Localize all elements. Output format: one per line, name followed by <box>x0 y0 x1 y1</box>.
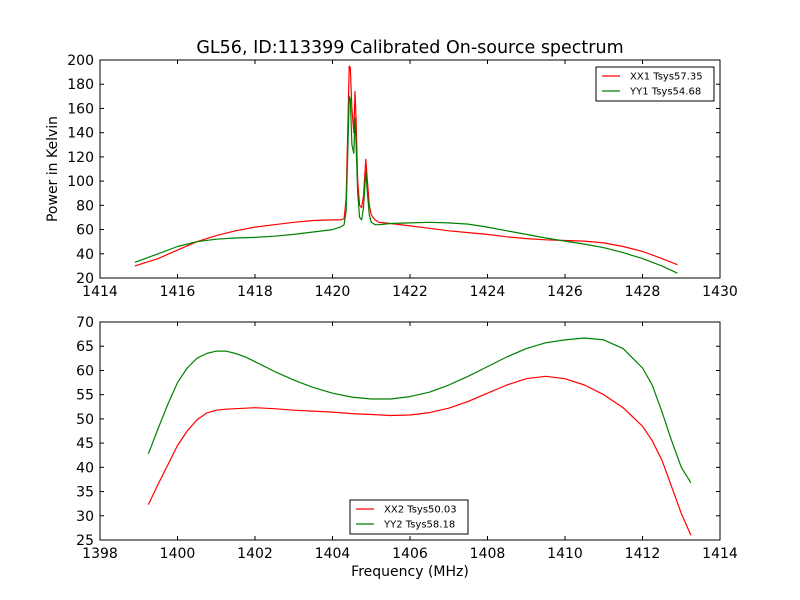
series-line-1 <box>134 65 678 267</box>
x-tick-label: 1430 <box>702 284 738 300</box>
x-tick-label: 1416 <box>160 284 196 300</box>
legend: XX1 Tsys57.35 YY1 Tsys54.68 <box>595 66 715 102</box>
legend-label: XX1 Tsys57.35 <box>630 72 703 83</box>
legend-box <box>349 499 469 535</box>
figure-title: GL56, ID:113399 Calibrated On-source spe… <box>196 38 623 58</box>
y-tick-label: 120 <box>67 150 94 166</box>
y-tick-label: 30 <box>76 509 94 525</box>
x-tick-label: 1404 <box>315 546 351 562</box>
x-tick-label: 1426 <box>547 284 583 300</box>
legend-label: XX2 Tsys50.03 <box>384 505 457 516</box>
y-tick-label: 80 <box>76 198 94 214</box>
y-tick-label: 60 <box>76 363 94 379</box>
y-tick-label: 25 <box>76 533 94 549</box>
legend: XX2 Tsys50.03 YY2 Tsys58.18 <box>349 499 469 535</box>
legend-label: YY2 Tsys58.18 <box>383 520 455 531</box>
series-line-2 <box>147 337 692 484</box>
x-tick-label: 1428 <box>625 284 661 300</box>
series-line-2 <box>134 95 678 274</box>
x-tick-label: 1400 <box>160 546 196 562</box>
top-axes: 1414 1416 1418 1420 1422 1424 1426 1428 1430 20 40… <box>45 53 738 300</box>
y-tick-label: 40 <box>76 460 94 476</box>
y-tick-label: 100 <box>67 174 94 190</box>
y-tick-label: 60 <box>76 223 94 239</box>
series-line-1 <box>147 375 692 536</box>
y-tick-label: 180 <box>67 77 94 93</box>
x-tick-label: 1412 <box>625 546 661 562</box>
bottom-axes: 1398 1400 1402 1404 1406 1408 1410 1412 1414 25 30… <box>76 315 738 580</box>
x-tick-label: 1420 <box>315 284 351 300</box>
y-tick-label: 45 <box>76 436 94 452</box>
x-tick-label: 1406 <box>392 546 428 562</box>
x-tick-label: 1424 <box>470 284 506 300</box>
y-tick-label: 50 <box>76 412 94 428</box>
x-tick-label: 1422 <box>392 284 428 300</box>
x-tick-label: 1414 <box>82 284 118 300</box>
y-tick-label: 35 <box>76 485 94 501</box>
y-tick-label: 70 <box>76 315 94 331</box>
x-tick-label: 1408 <box>470 546 506 562</box>
y-tick-label: 140 <box>67 126 94 142</box>
y-tick-label: 160 <box>67 101 94 117</box>
x-axis-label: Frequency (MHz) <box>351 564 469 580</box>
x-tick-label: 1418 <box>237 284 273 300</box>
y-tick-label: 65 <box>76 339 94 355</box>
legend-box <box>595 66 715 102</box>
y-tick-label: 20 <box>76 271 94 287</box>
x-tick-label: 1414 <box>702 546 738 562</box>
y-tick-label: 200 <box>67 53 94 69</box>
x-tick-label: 1410 <box>547 546 583 562</box>
y-axis-label: Power in Kelvin <box>45 116 61 222</box>
legend-label: YY1 Tsys54.68 <box>629 87 701 98</box>
x-tick-label: 1402 <box>237 546 273 562</box>
y-tick-label: 40 <box>76 247 94 263</box>
y-tick-label: 55 <box>76 388 94 404</box>
x-tick-label: 1398 <box>82 546 118 562</box>
